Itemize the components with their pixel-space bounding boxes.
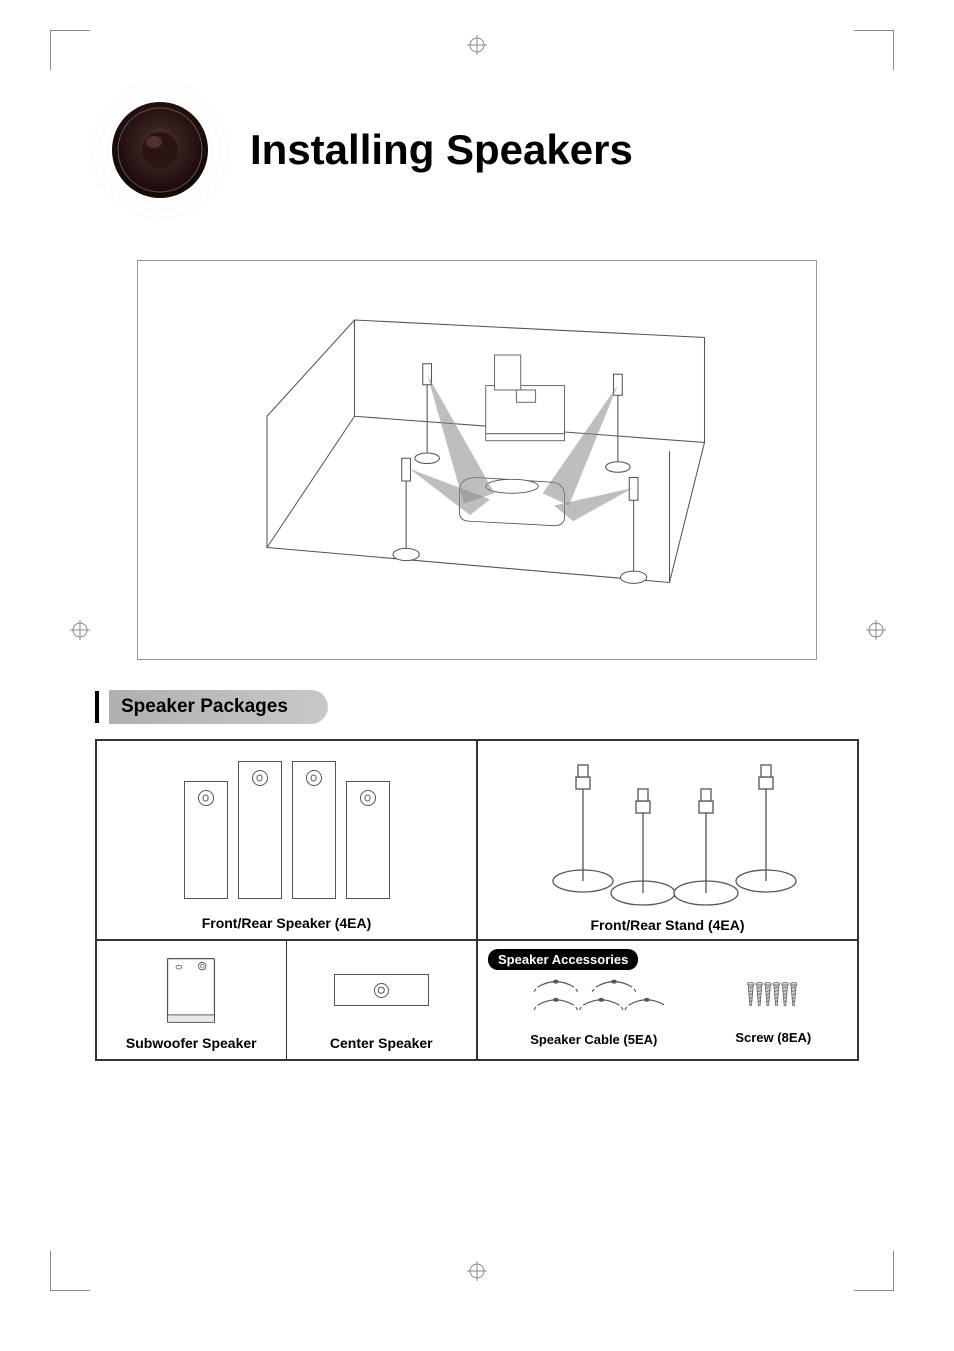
center-illustration <box>293 951 471 1029</box>
registration-mark-top <box>467 35 487 55</box>
screw-label: Screw (8EA) <box>735 1030 811 1045</box>
heading-bar <box>95 691 99 723</box>
front-rear-stand-label: Front/Rear Stand (4EA) <box>590 917 744 933</box>
packages-grid: Front/Rear Speaker (4EA) <box>95 739 859 1061</box>
registration-mark-left <box>70 620 90 640</box>
section-heading-wrap: Speaker Packages <box>95 690 884 724</box>
center-label: Center Speaker <box>330 1035 433 1051</box>
center-cell: Center Speaker <box>287 941 477 1059</box>
screw-icon <box>743 980 803 1026</box>
subwoofer-illustration <box>103 951 280 1029</box>
crop-mark-tr <box>854 30 894 70</box>
section-heading: Speaker Packages <box>109 690 328 724</box>
crop-mark-br <box>854 1251 894 1291</box>
cable-icon <box>524 978 664 1028</box>
cable-label: Speaker Cable (5EA) <box>530 1032 657 1047</box>
registration-mark-bottom <box>467 1261 487 1281</box>
subwoofer-cell: Subwoofer Speaker <box>97 941 287 1059</box>
front-rear-speaker-cell: Front/Rear Speaker (4EA) <box>96 740 477 940</box>
page-title: Installing Speakers <box>250 126 633 174</box>
accessories-content: Speaker Cable (5EA) Screw (8EA) <box>488 974 847 1051</box>
front-rear-stand-cell: Front/Rear Stand (4EA) <box>477 740 858 940</box>
registration-mark-right <box>866 620 886 640</box>
accessories-badge: Speaker Accessories <box>488 949 638 970</box>
subwoofer-label: Subwoofer Speaker <box>126 1035 257 1051</box>
front-rear-speaker-label: Front/Rear Speaker (4EA) <box>202 915 372 931</box>
crop-mark-tl <box>50 30 90 70</box>
page-container: Installing Speakers <box>0 0 954 1351</box>
cable-item: Speaker Cable (5EA) <box>524 978 664 1047</box>
stand-illustrations <box>486 751 849 911</box>
accessories-cell: Speaker Accessories <box>477 940 858 1060</box>
screw-item: Screw (8EA) <box>735 980 811 1045</box>
crop-mark-bl <box>50 1251 90 1291</box>
row2-left: Subwoofer Speaker Center Speaker <box>96 940 477 1060</box>
speaker-logo-icon <box>80 70 240 230</box>
header-section: Installing Speakers <box>80 70 894 230</box>
speaker-illustrations <box>105 751 468 909</box>
room-layout-diagram <box>137 260 817 660</box>
